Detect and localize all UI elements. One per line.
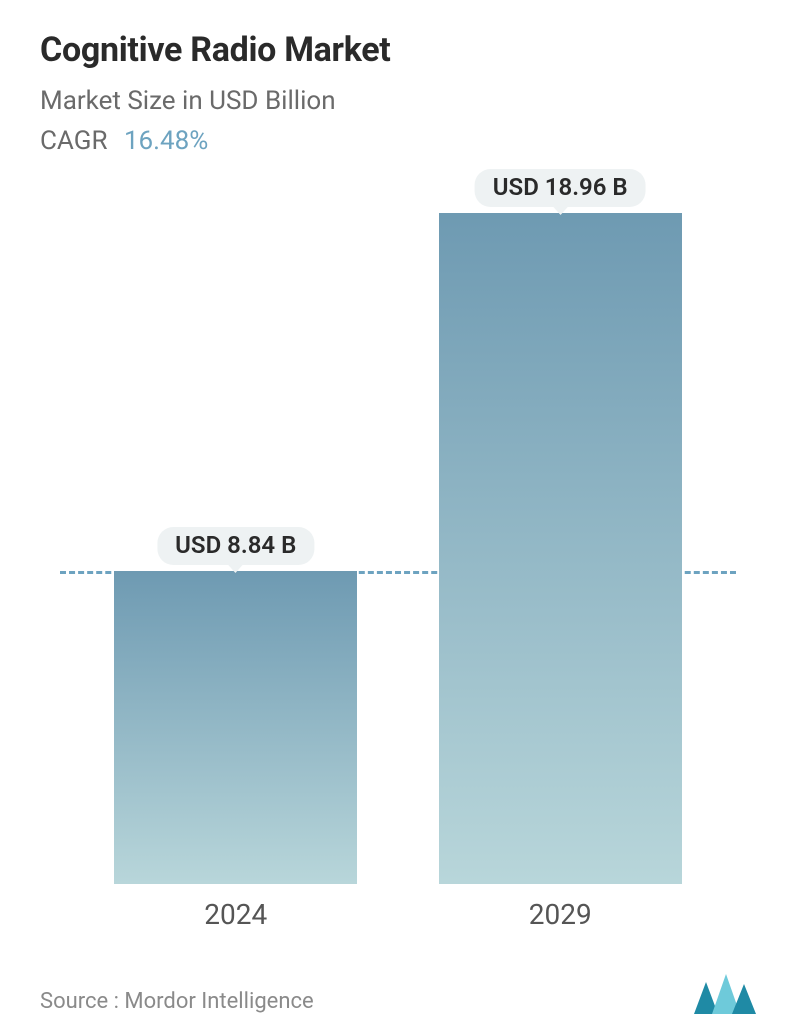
cagr-row: CAGR 16.48% xyxy=(40,126,756,156)
bar-2024 xyxy=(114,571,357,884)
footer: Source : Mordor Intelligence xyxy=(40,964,756,1014)
plot-region: USD 8.84 B2024USD 18.96 B2029 xyxy=(60,176,736,884)
chart-subtitle: Market Size in USD Billion xyxy=(40,86,756,116)
source-text: Source : Mordor Intelligence xyxy=(40,989,314,1014)
pill-pointer-icon xyxy=(228,564,244,573)
x-axis-label-2024: 2024 xyxy=(204,898,267,931)
bar-2029 xyxy=(439,213,682,884)
chart-area: USD 8.84 B2024USD 18.96 B2029 xyxy=(40,176,756,944)
value-label-2024: USD 8.84 B xyxy=(157,527,314,565)
logo-icon xyxy=(694,974,756,1014)
page-title: Cognitive Radio Market xyxy=(40,30,756,70)
value-label-2029: USD 18.96 B xyxy=(475,169,646,207)
pill-pointer-icon xyxy=(552,206,568,215)
cagr-label: CAGR xyxy=(40,126,107,156)
brand-logo xyxy=(694,974,756,1014)
chart-container: Cognitive Radio Market Market Size in US… xyxy=(0,0,796,1034)
cagr-value: 16.48% xyxy=(124,126,208,156)
x-axis-label-2029: 2029 xyxy=(529,898,592,931)
